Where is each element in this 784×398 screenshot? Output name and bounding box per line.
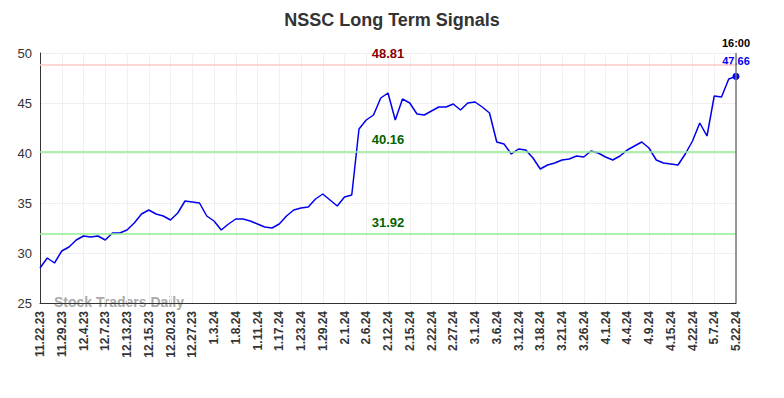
- svg-text:3.18.24: 3.18.24: [533, 311, 547, 351]
- svg-text:4.4.24: 4.4.24: [620, 311, 634, 345]
- svg-text:16:00: 16:00: [722, 37, 750, 49]
- svg-text:1.17.24: 1.17.24: [272, 311, 286, 351]
- svg-text:1.11.24: 1.11.24: [251, 311, 265, 351]
- svg-text:Stock Traders Daily: Stock Traders Daily: [54, 294, 184, 310]
- svg-text:4.9.24: 4.9.24: [642, 311, 656, 345]
- svg-text:12.13.23: 12.13.23: [120, 311, 134, 358]
- svg-text:40: 40: [18, 146, 32, 161]
- svg-text:2.6.24: 2.6.24: [359, 311, 373, 345]
- svg-text:31.92: 31.92: [372, 215, 405, 230]
- svg-text:5.7.24: 5.7.24: [707, 311, 721, 345]
- svg-text:3.26.24: 3.26.24: [577, 311, 591, 351]
- svg-text:NSSC Long Term Signals: NSSC Long Term Signals: [284, 10, 500, 30]
- svg-text:40.16: 40.16: [372, 132, 405, 147]
- svg-text:1.8.24: 1.8.24: [229, 311, 243, 345]
- svg-text:3.1.24: 3.1.24: [468, 311, 482, 345]
- svg-text:3.21.24: 3.21.24: [555, 311, 569, 351]
- svg-text:12.27.23: 12.27.23: [185, 311, 199, 358]
- svg-text:50: 50: [18, 46, 32, 61]
- svg-text:12.4.23: 12.4.23: [77, 311, 91, 351]
- svg-text:2.22.24: 2.22.24: [425, 311, 439, 351]
- svg-text:1.23.24: 1.23.24: [294, 311, 308, 351]
- svg-text:3.12.24: 3.12.24: [512, 311, 526, 351]
- svg-text:12.7.23: 12.7.23: [98, 311, 112, 351]
- svg-text:12.20.23: 12.20.23: [164, 311, 178, 358]
- svg-text:48.81: 48.81: [372, 46, 405, 61]
- svg-text:1.3.24: 1.3.24: [207, 311, 221, 345]
- svg-text:11.22.23: 11.22.23: [33, 311, 47, 357]
- svg-text:25: 25: [18, 296, 32, 311]
- svg-text:11.29.23: 11.29.23: [55, 311, 69, 357]
- svg-text:2.15.24: 2.15.24: [403, 311, 417, 351]
- svg-text:1.29.24: 1.29.24: [316, 311, 330, 351]
- svg-text:12.15.23: 12.15.23: [142, 311, 156, 358]
- svg-text:4.22.24: 4.22.24: [686, 311, 700, 351]
- svg-text:2.27.24: 2.27.24: [446, 311, 460, 351]
- svg-text:2.12.24: 2.12.24: [381, 311, 395, 351]
- svg-text:5.22.24: 5.22.24: [729, 311, 743, 351]
- svg-text:2.1.24: 2.1.24: [338, 311, 352, 345]
- svg-text:45: 45: [18, 96, 32, 111]
- svg-text:30: 30: [18, 246, 32, 261]
- svg-text:35: 35: [18, 196, 32, 211]
- svg-text:3.6.24: 3.6.24: [490, 311, 504, 345]
- svg-text:4.15.24: 4.15.24: [664, 311, 678, 351]
- svg-text:4.1.24: 4.1.24: [599, 311, 613, 345]
